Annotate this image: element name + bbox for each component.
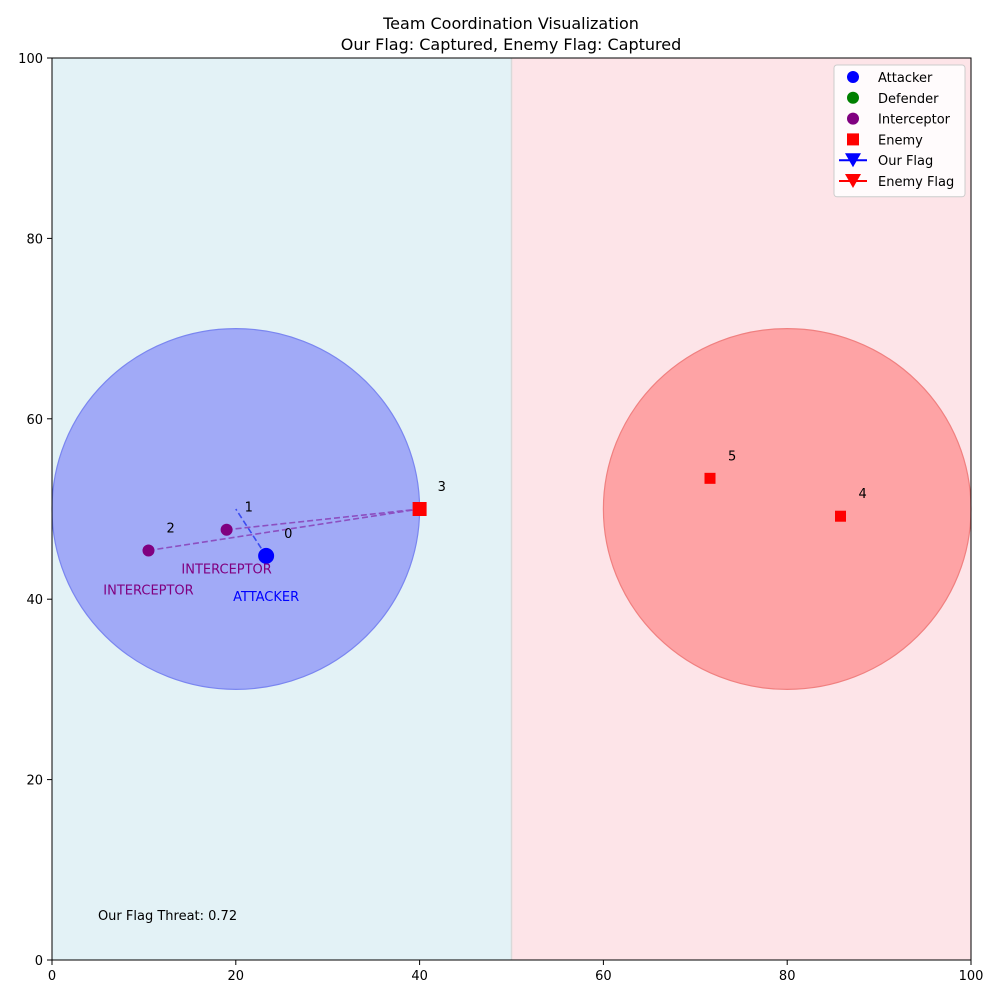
agent-role-label: INTERCEPTOR (103, 583, 193, 598)
y-tick-label: 40 (26, 593, 43, 608)
legend-marker-our-flag (845, 153, 861, 168)
x-tick-label: 0 (48, 969, 56, 984)
agent-id-label: 1 (245, 501, 253, 516)
legend-marker-enemy-flag (845, 174, 861, 188)
flag-threat-annotation: Our Flag Threat: 0.72 (98, 909, 237, 924)
y-tick-label: 0 (35, 954, 43, 969)
agent-marker-0 (258, 547, 275, 564)
x-tick-label: 60 (595, 969, 612, 984)
legend-label-defender: Defender (878, 92, 939, 107)
enemy-marker-5 (704, 472, 716, 484)
legend-marker-attacker (847, 71, 859, 83)
x-tick-label: 100 (959, 969, 984, 984)
axes-frame (51, 57, 972, 961)
enemy-id-label: 5 (728, 449, 736, 464)
enemy-id-label: 4 (859, 487, 867, 502)
legend-marker-defender (847, 91, 859, 104)
y-tick-label: 60 (26, 413, 43, 428)
agent-role-label: INTERCEPTOR (181, 563, 271, 578)
legend-box (833, 64, 966, 198)
agent-id-label: 0 (284, 527, 292, 542)
legend-label-interceptor: Interceptor (878, 113, 951, 128)
y-tick-label: 20 (26, 774, 43, 789)
attacker-path (235, 508, 267, 557)
y-tick-label: 100 (18, 52, 43, 67)
enemy-id-label: 3 (438, 480, 446, 495)
enemy-flag-zone (602, 328, 972, 690)
interceptor-2-path (148, 508, 420, 552)
chart-title-line1: Team Coordination Visualization (382, 14, 639, 33)
legend-label-enemy-flag: Enemy Flag (878, 175, 954, 190)
legend-label-enemy: Enemy (878, 133, 923, 148)
agent-id-label: 2 (166, 521, 174, 536)
plot-area: 3 4 5 0 ATTACKER 1 INTERCEPTOR 2 INTERCEPTOR Our … (18, 52, 983, 984)
x-tick-label: 80 (779, 969, 796, 984)
agent-marker-1 (220, 523, 233, 536)
agent-marker-2 (142, 544, 155, 557)
enemy-marker-4 (835, 510, 847, 522)
legend-label-attacker: Attacker (878, 71, 933, 86)
legend-marker-enemy (847, 133, 859, 146)
x-tick-label: 40 (411, 969, 428, 984)
enemy-marker-3 (412, 502, 427, 516)
legend-marker-interceptor (847, 112, 859, 125)
chart-title-line2: Our Flag: Captured, Enemy Flag: Captured (341, 35, 682, 54)
x-tick-label: 20 (228, 969, 245, 984)
y-tick-label: 80 (26, 232, 43, 247)
agent-role-label: ATTACKER (233, 590, 299, 605)
interceptor-1-path (226, 508, 420, 531)
legend: Attacker Defender Interceptor Enemy Our Flag… (833, 64, 966, 198)
legend-label-our-flag: Our Flag (878, 154, 933, 169)
